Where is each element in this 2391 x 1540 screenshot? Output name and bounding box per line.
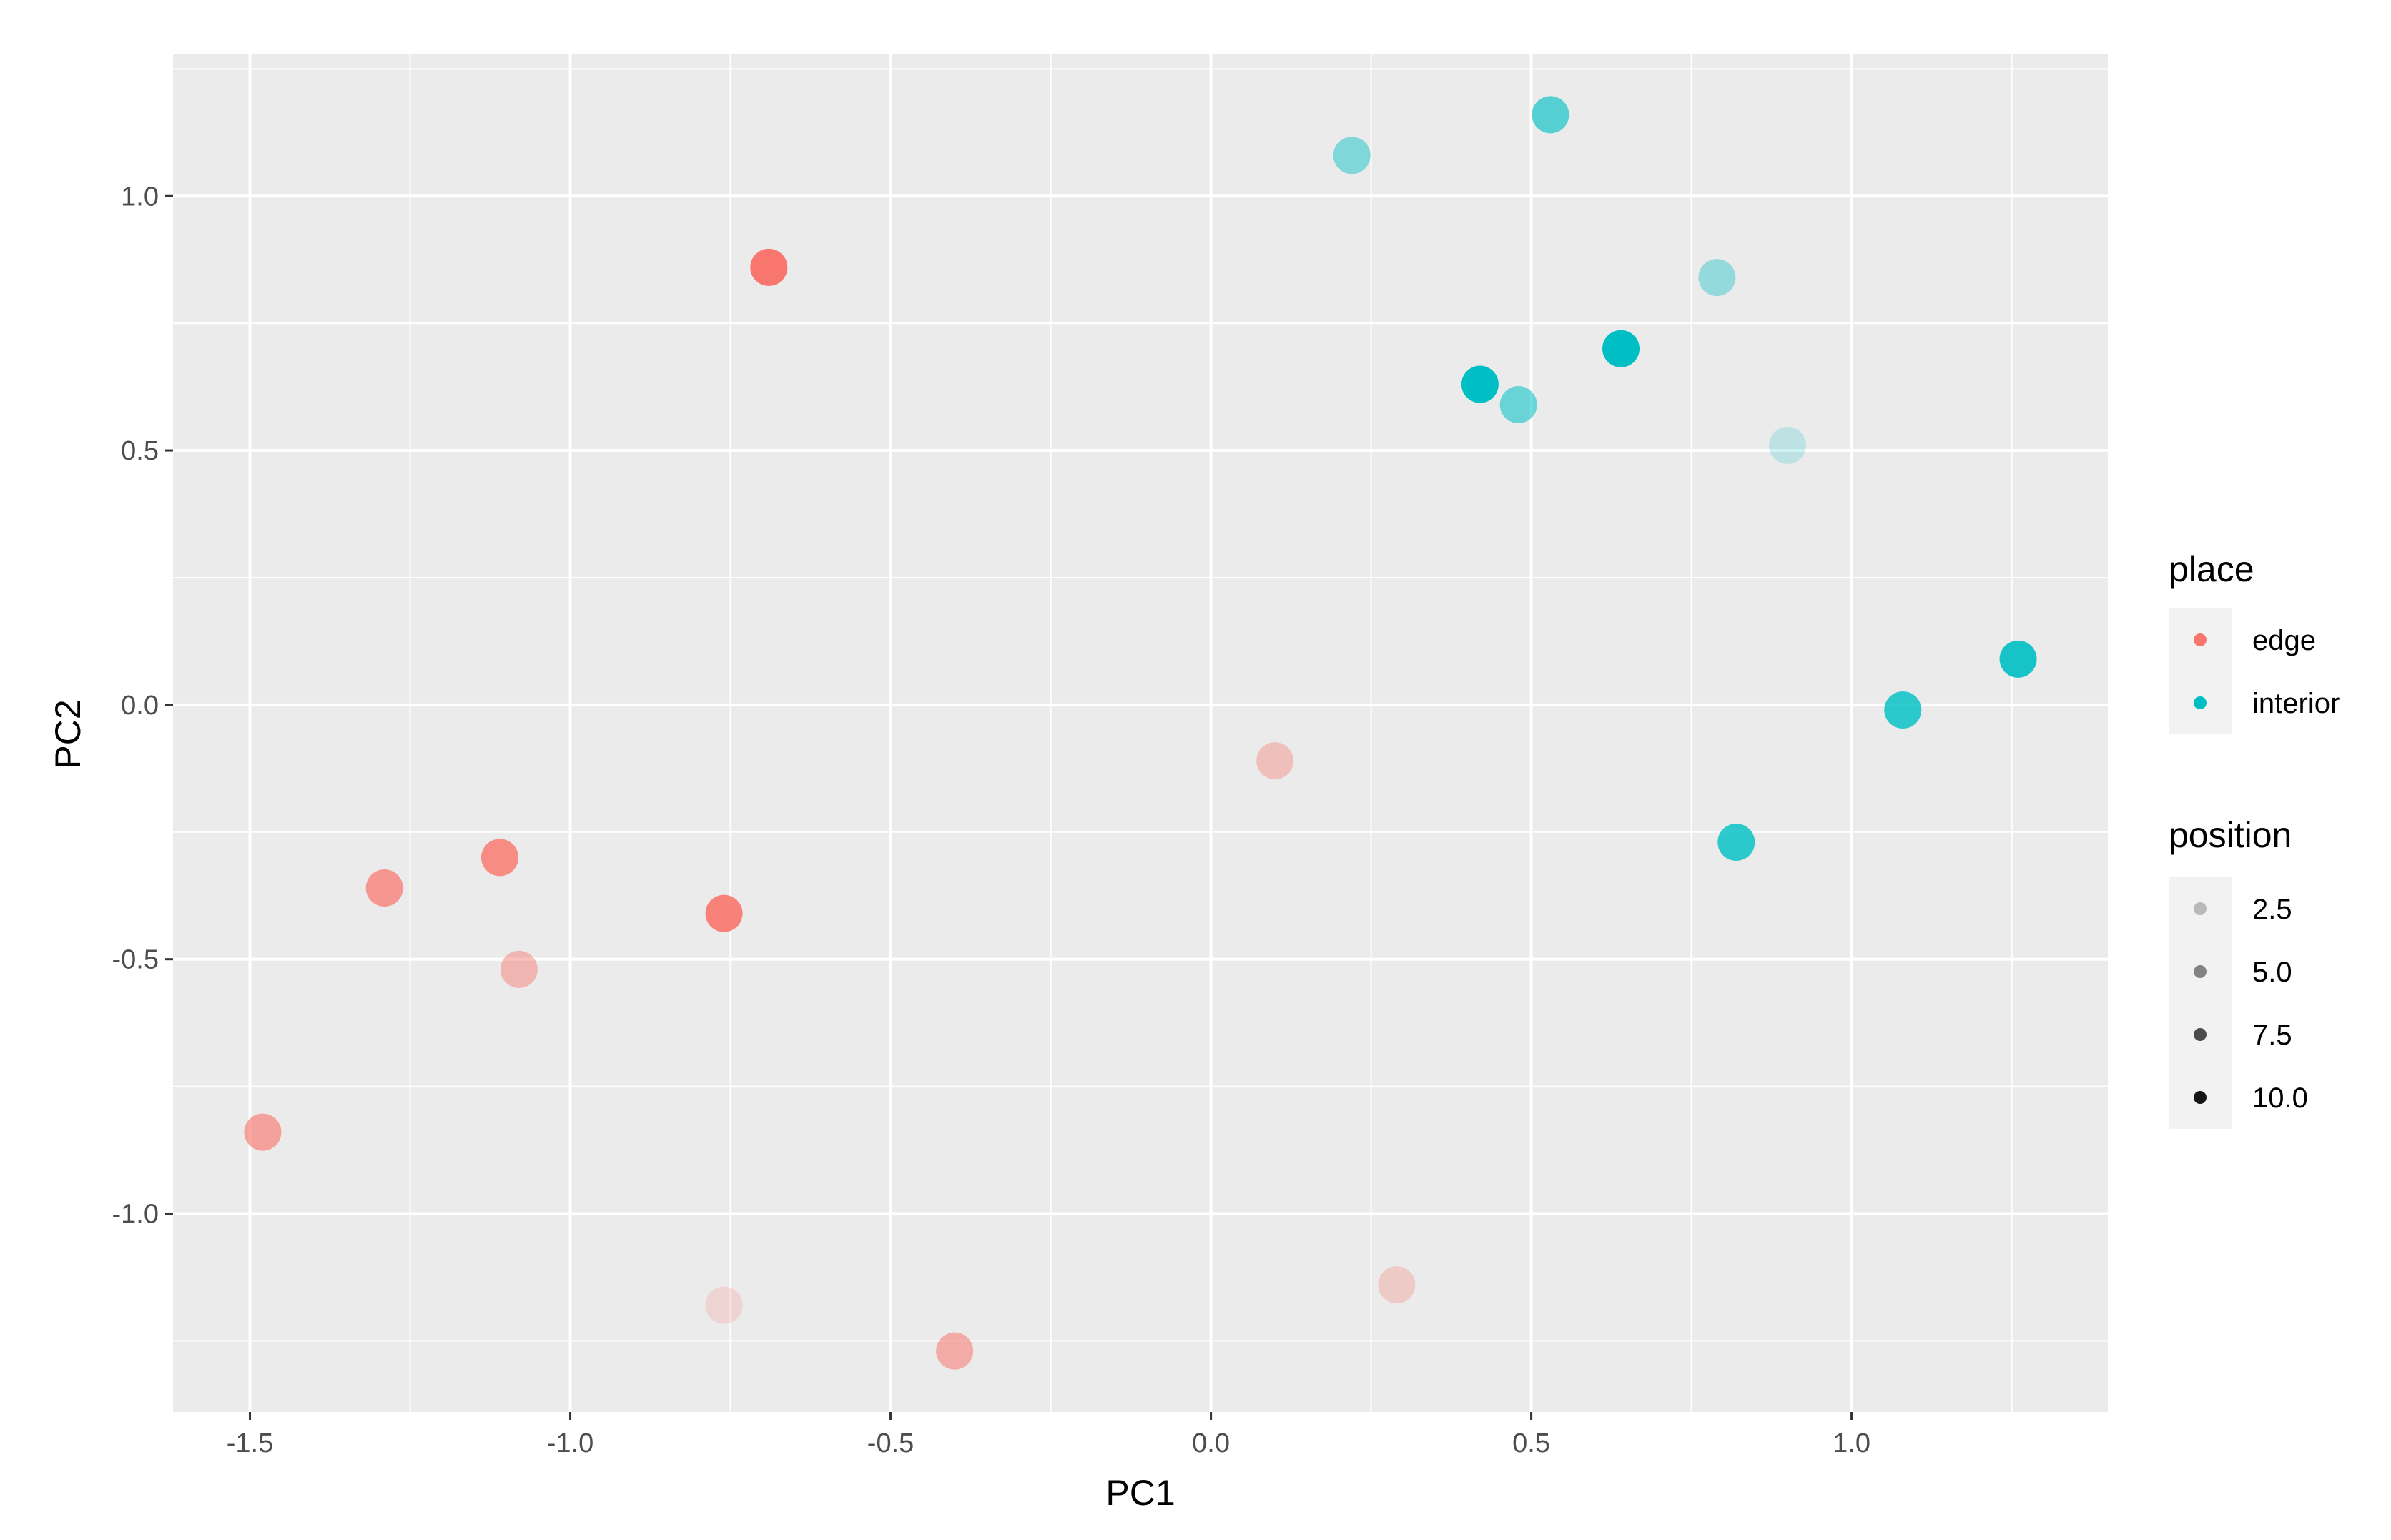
legend-label-edge: edge — [2252, 625, 2316, 656]
data-point-interior — [1999, 640, 2037, 678]
legend-label-position: 2.5 — [2252, 894, 2292, 925]
data-point-edge — [1256, 742, 1294, 780]
legend-place: place edge interior — [2169, 549, 2340, 734]
legend-label-position: 5.0 — [2252, 957, 2292, 988]
y-tick-label: 0.5 — [121, 436, 159, 466]
major-gridlines — [173, 54, 2108, 1412]
x-axis-title: PC1 — [1105, 1473, 1175, 1513]
legend-key-position — [2194, 1091, 2207, 1104]
legend-key-edge — [2194, 633, 2207, 646]
legend-place-title: place — [2169, 549, 2254, 589]
data-point-interior — [1602, 330, 1640, 367]
x-axis: -1.5 -1.0 -0.5 0.0 0.5 1.0 — [227, 1412, 1870, 1458]
plot-panel — [173, 54, 2108, 1412]
data-point-interior — [1532, 96, 1569, 134]
data-point-interior — [1461, 365, 1499, 403]
legend-key-position — [2194, 965, 2207, 978]
y-tick-label: -1.0 — [112, 1199, 159, 1229]
data-points — [244, 96, 2037, 1370]
x-tick-label: 1.0 — [1833, 1428, 1870, 1458]
legend-label-interior: interior — [2252, 688, 2340, 719]
y-axis: -1.0 -0.5 0.0 0.5 1.0 — [112, 182, 173, 1229]
legend-key-interior — [2194, 696, 2207, 709]
x-tick-label: 0.5 — [1512, 1428, 1550, 1458]
data-point-edge — [244, 1113, 282, 1151]
y-tick-label: -0.5 — [112, 945, 159, 975]
legend-position-title: position — [2169, 815, 2292, 855]
data-point-interior — [1698, 259, 1736, 297]
data-point-edge — [500, 950, 538, 988]
data-point-edge — [936, 1332, 974, 1370]
data-point-edge — [480, 839, 518, 877]
data-point-edge — [365, 869, 403, 907]
data-point-edge — [705, 894, 743, 932]
y-axis-title: PC2 — [48, 699, 88, 769]
legend-key-bg — [2169, 877, 2232, 940]
x-tick-label: -0.5 — [867, 1428, 914, 1458]
legend-key-position — [2194, 1028, 2207, 1041]
y-tick-label: 1.0 — [121, 182, 159, 212]
x-tick-label: -1.0 — [547, 1428, 593, 1458]
legend-position: position 2.5 5.0 7.5 10.0 — [2169, 815, 2308, 1129]
data-point-edge — [750, 248, 788, 286]
data-point-edge — [705, 1286, 743, 1324]
y-tick-label: 0.0 — [121, 691, 159, 721]
data-point-interior — [1333, 137, 1371, 174]
data-point-edge — [1378, 1266, 1416, 1304]
x-tick-label: -1.5 — [227, 1428, 273, 1458]
minor-gridlines — [173, 54, 2108, 1412]
data-point-interior — [1499, 386, 1537, 424]
data-point-interior — [1717, 823, 1755, 861]
x-tick-label: 0.0 — [1192, 1428, 1230, 1458]
legend-key-bg — [2169, 940, 2232, 1003]
data-point-interior — [1768, 426, 1806, 464]
legend-label-position: 7.5 — [2252, 1020, 2292, 1051]
data-point-interior — [1884, 691, 1922, 729]
legend-key-position — [2194, 902, 2207, 915]
legend-label-position: 10.0 — [2252, 1082, 2308, 1114]
